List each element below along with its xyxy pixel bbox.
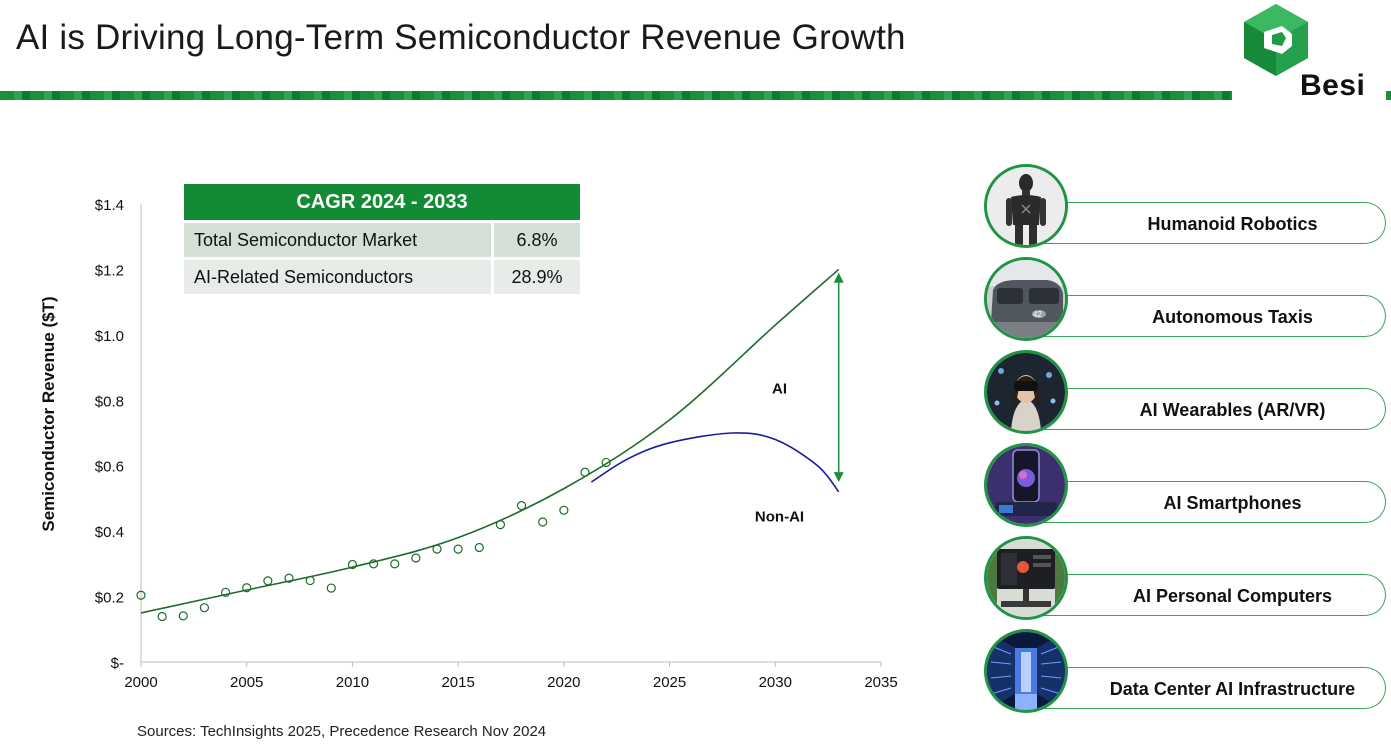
application-item: Humanoid Robotics xyxy=(984,164,1391,248)
cagr-row-label: Total Semiconductor Market xyxy=(184,220,491,257)
y-tick-label: $1.2 xyxy=(95,262,124,279)
besi-logo-icon xyxy=(1244,4,1308,76)
application-item: AI Wearables (AR/VR) xyxy=(984,350,1391,434)
x-tick-label: 2030 xyxy=(759,674,792,691)
application-pill: AI Wearables (AR/VR) xyxy=(1020,388,1386,430)
page-title: AI is Driving Long-Term Semiconductor Re… xyxy=(16,18,906,57)
application-pill: Autonomous Taxis xyxy=(1020,295,1386,337)
y-tick-label: $0.4 xyxy=(95,524,124,541)
scatter-point xyxy=(516,501,527,511)
scatter-point xyxy=(474,542,484,553)
x-tick-label: 2015 xyxy=(441,674,474,691)
header-divider-bar xyxy=(0,91,1232,100)
non-ai-trend-line xyxy=(590,432,840,493)
scatter-point xyxy=(453,544,463,554)
scatter-point xyxy=(559,505,569,515)
scatter-point xyxy=(347,559,358,570)
application-label: Humanoid Robotics xyxy=(1147,214,1318,234)
x-tick-label: 2020 xyxy=(547,674,580,691)
scatter-point xyxy=(199,603,210,613)
application-item: AI Smartphones xyxy=(984,443,1391,527)
table-row: AI-Related Semiconductors 28.9% xyxy=(184,257,580,294)
application-pill: AI Personal Computers xyxy=(1020,574,1386,616)
cagr-row-value: 28.9% xyxy=(491,257,580,294)
robotaxi-icon: 42 xyxy=(984,257,1068,341)
application-item: Autonomous Taxis 42 xyxy=(984,257,1391,341)
application-item: AI Personal Computers xyxy=(984,536,1391,620)
vr-headset-icon xyxy=(984,350,1068,434)
cagr-table-title: CAGR 2024 - 2033 xyxy=(184,184,580,220)
revenue-chart: $- $0.2 $0.4 $0.6 $0.8 $1.0 $1.2 $1.4 2000 2005 20… xyxy=(39,197,898,691)
cagr-table: CAGR 2024 - 2033 Total Semiconductor Mar… xyxy=(184,184,580,294)
svg-text:42: 42 xyxy=(1033,310,1042,319)
application-pill: Humanoid Robotics xyxy=(1020,202,1386,244)
scatter-point xyxy=(136,590,146,600)
desktop-computer-icon xyxy=(984,536,1068,620)
besi-logo-text: Besi xyxy=(1300,69,1366,102)
scatter-point xyxy=(157,611,167,622)
server-racks-icon xyxy=(984,629,1068,713)
non-ai-annotation: Non-AI xyxy=(755,508,804,525)
gap-arrow-head-top xyxy=(833,272,844,283)
scatter-point xyxy=(538,517,548,527)
cagr-row-value: 6.8% xyxy=(491,220,580,257)
scatter-point xyxy=(368,559,379,569)
y-tick-label: $0.2 xyxy=(95,590,124,607)
sources-note: Sources: TechInsights 2025, Precedence R… xyxy=(137,723,547,740)
application-label: AI Personal Computers xyxy=(1132,586,1333,606)
y-tick-label: $0.6 xyxy=(95,459,124,476)
scatter-point xyxy=(326,583,336,593)
header-divider-end xyxy=(1386,91,1391,100)
x-tick-label: 2010 xyxy=(336,674,369,691)
ai-annotation: AI xyxy=(772,381,787,398)
y-axis-label: Semiconductor Revenue ($T) xyxy=(39,296,58,531)
x-tick-label: 2000 xyxy=(124,674,157,691)
table-row: Total Semiconductor Market 6.8% xyxy=(184,220,580,257)
application-item: Data Center AI Infrastructure xyxy=(984,629,1391,713)
y-tick-label: $1.4 xyxy=(95,197,124,214)
application-pill: AI Smartphones xyxy=(1020,481,1386,523)
y-tick-label: $1.0 xyxy=(95,328,124,345)
scatter-point xyxy=(263,576,273,586)
y-tick-label: $0.8 xyxy=(95,393,124,410)
x-tick-label: 2035 xyxy=(864,674,897,691)
application-label: Autonomous Taxis xyxy=(1152,307,1313,327)
scatter-point xyxy=(242,583,252,593)
application-label: Data Center AI Infrastructure xyxy=(1109,679,1356,699)
ai-trend-line xyxy=(140,268,840,614)
scatter-point xyxy=(601,457,611,468)
scatter-point xyxy=(178,611,188,621)
scatter-point xyxy=(284,573,294,583)
scatter-point xyxy=(411,553,421,563)
y-tick-label: $- xyxy=(111,655,124,672)
humanoid-robot-icon xyxy=(984,164,1068,248)
x-tick-label: 2005 xyxy=(230,674,263,691)
x-tick-label: 2025 xyxy=(653,674,686,691)
application-label: AI Wearables (AR/VR) xyxy=(1139,400,1326,420)
cagr-row-label: AI-Related Semiconductors xyxy=(184,257,491,294)
gap-arrow-head-bottom xyxy=(833,472,844,483)
application-label: AI Smartphones xyxy=(1163,493,1302,513)
scatter-point xyxy=(390,559,400,569)
scatter-point xyxy=(220,587,231,597)
application-pill: Data Center AI Infrastructure xyxy=(1020,667,1386,709)
smartphone-icon xyxy=(984,443,1068,527)
